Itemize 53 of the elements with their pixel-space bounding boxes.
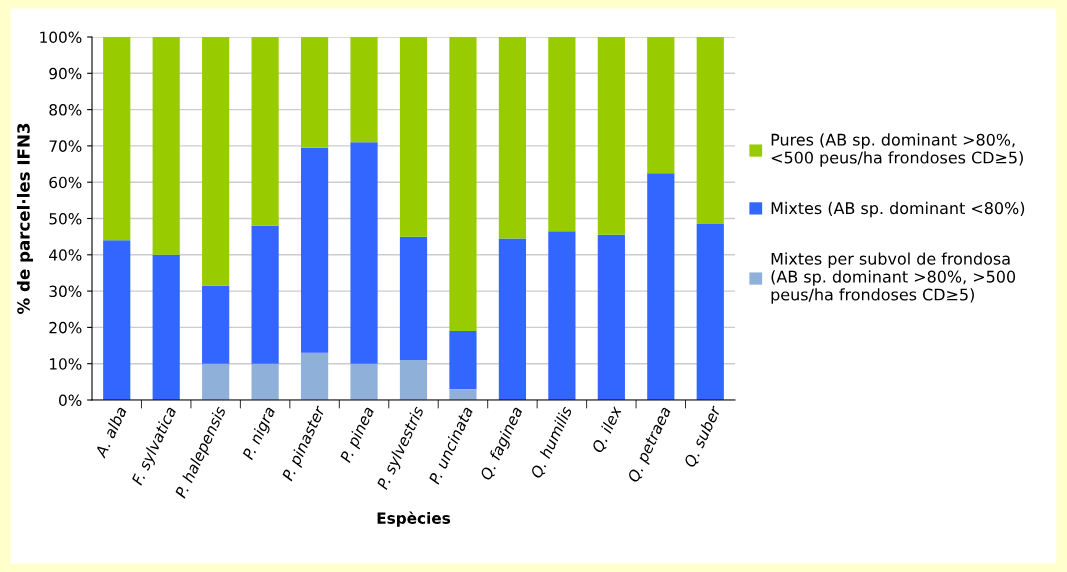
bar [696,37,724,224]
x-tick-label: P. pinea [339,405,378,465]
y-tick-label: 20% [49,321,82,334]
y-tick-label: 10% [50,358,82,370]
bar [251,37,279,226]
bar [251,363,279,400]
bar [399,360,428,400]
bar [548,37,576,232]
bar [152,37,180,255]
bar [597,37,625,235]
y-tick-label: 60% [49,176,82,189]
bar [498,37,527,239]
bar [350,37,378,143]
y-tick-label: 80% [49,104,82,116]
bar [399,37,428,237]
bar [152,254,180,400]
legend-label: Pures (AB sp. dominant >80%, <500 peus/ha frondoses CD≥5) [771,133,1023,167]
bar [449,389,477,400]
y-tick-label: 0% [59,394,82,407]
bar [548,231,576,400]
x-tick-label: Q. suber [683,404,723,469]
bar [300,37,329,148]
bar [103,37,131,241]
bar [350,142,378,364]
y-tick-label: 40% [49,249,82,261]
x-axis-title: Espècies [377,511,451,527]
bar [300,147,329,353]
bar [449,37,477,332]
bar [300,352,329,400]
legend-label: Mixtes per subvol de frondosa (AB sp. dominant >80%, >500 peus/ha frondoses CD≥5) [771,252,1016,304]
bar [202,363,230,400]
bar [251,225,279,364]
bar [202,37,230,286]
y-tick-label: 70% [49,140,82,152]
bar [498,238,527,400]
legend-label: Mixtes (AB sp. dominant <80%) [771,201,1025,218]
bar [696,223,724,400]
bar [350,363,378,400]
y-tick-label: 90% [49,67,82,80]
x-tick-label: A. alba [93,405,128,459]
x-tick-label: Q. ilex [591,404,624,455]
bar [103,240,131,400]
bar [597,234,625,400]
bar [647,173,675,400]
y-tick-label: 100% [40,31,82,44]
bar [647,37,675,174]
bar [399,236,428,361]
bar [449,331,477,390]
y-tick-label: 30% [49,285,82,298]
x-tick-label: P. nigra [241,405,279,462]
bar [202,285,230,364]
y-tick-label: 50% [49,212,82,225]
y-axis-title: % de parcel·les IFN3 [16,123,34,314]
